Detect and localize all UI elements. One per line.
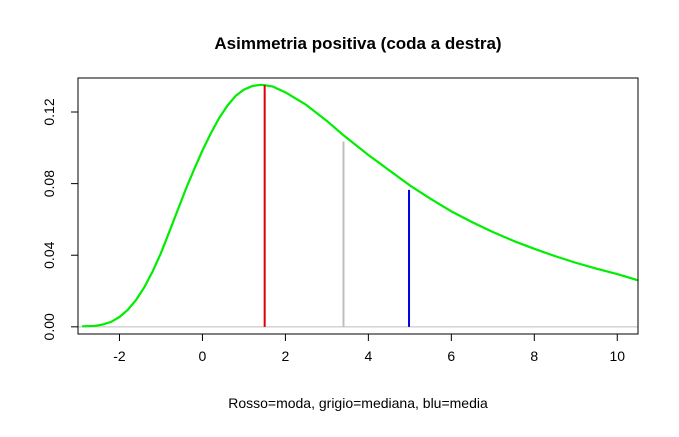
y-tick-label: 0.04 — [41, 241, 57, 268]
x-tick-label: 4 — [364, 348, 372, 364]
x-axis: -2 0 2 4 6 8 10 — [113, 333, 625, 364]
plot-area — [78, 83, 639, 328]
x-tick-label: 10 — [609, 348, 625, 364]
x-tick-label: 6 — [447, 348, 455, 364]
chart-title: Asimmetria positiva (coda a destra) — [214, 34, 501, 53]
y-tick-label: 0.00 — [41, 313, 57, 340]
y-axis: 0.00 0.04 0.08 0.12 — [41, 98, 79, 340]
y-tick-label: 0.08 — [41, 170, 57, 197]
x-tick-label: 8 — [530, 348, 538, 364]
x-tick-label: 2 — [282, 348, 290, 364]
x-tick-label: 0 — [199, 348, 207, 364]
plot-frame — [77, 77, 639, 335]
x-axis-label: Rosso=moda, grigio=mediana, blu=media — [228, 395, 488, 411]
density-curve-1 — [82, 83, 639, 328]
x-tick-label: -2 — [113, 348, 126, 364]
y-tick-label: 0.12 — [41, 98, 57, 125]
